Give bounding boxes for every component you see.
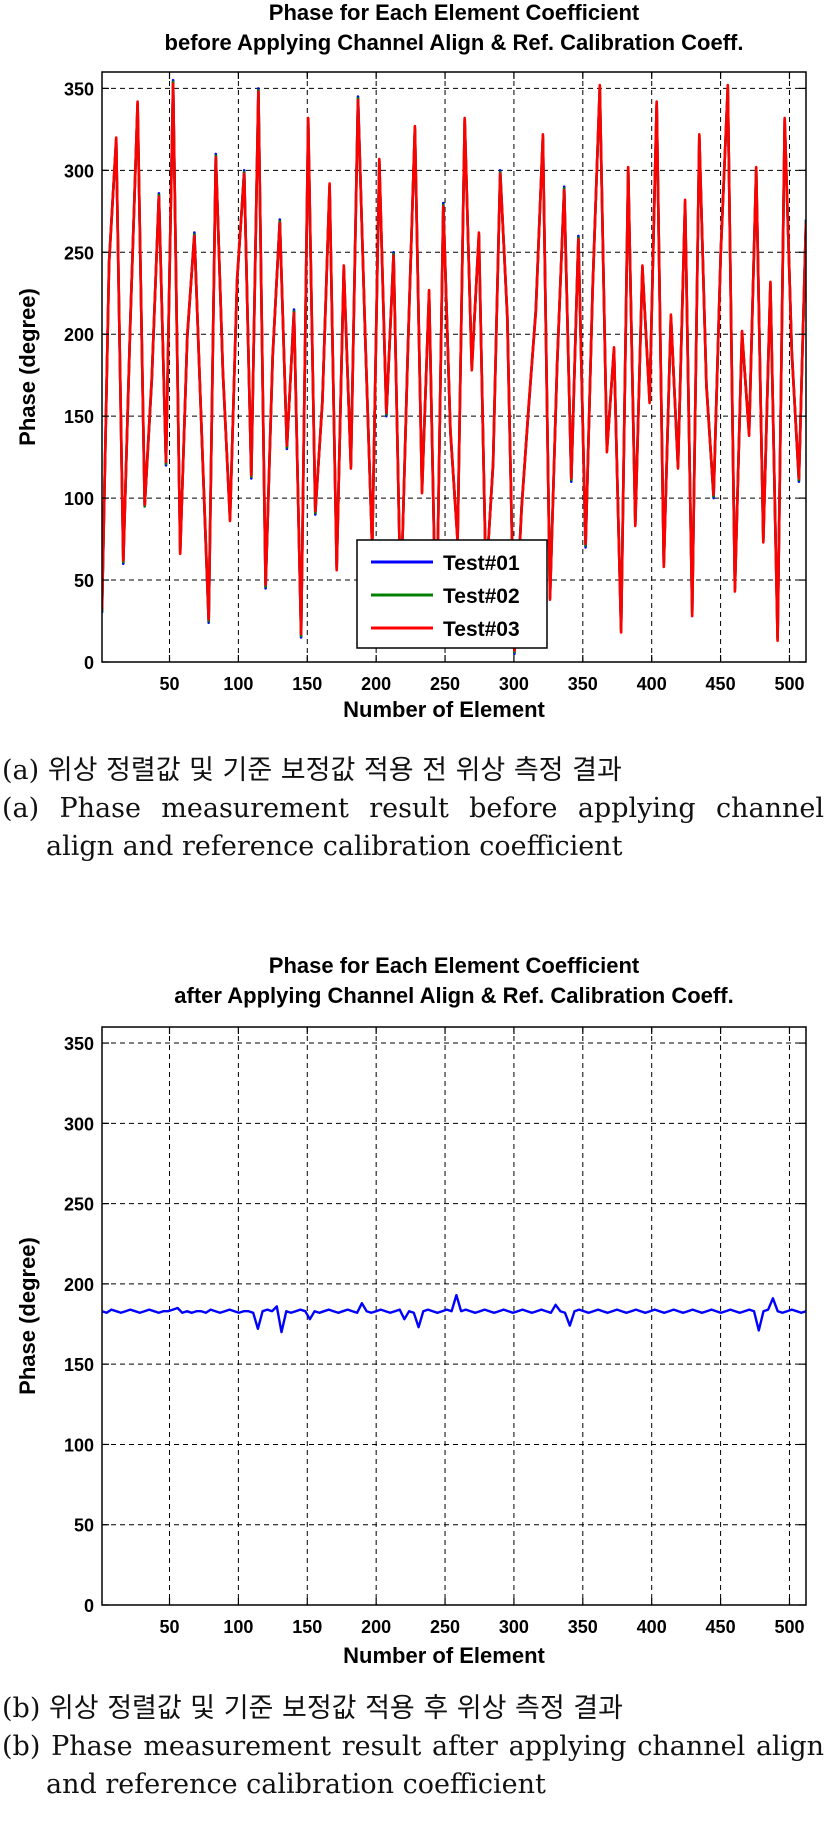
x-tick-label: 50 [159,674,179,694]
chart-title: Phase for Each Element Coefficient [269,953,640,978]
chart-title: Phase for Each Element Coefficient [269,0,640,25]
caption-b-english: (b) Phase measurement result after apply… [2,1731,824,1800]
x-tick-label: 200 [361,674,391,694]
x-tick-label: 300 [499,674,529,694]
y-tick-label: 350 [64,1034,94,1054]
plot-area [102,1027,806,1605]
y-axis-label: Phase (degree) [15,288,40,446]
y-tick-label: 250 [64,243,94,263]
legend: Test#01 Test#02 Test#03 [356,539,548,649]
caption-a-english: (a) Phase measurement result before appl… [2,793,824,862]
caption-b: (b) 위상 정렬값 및 기준 보정값 적용 후 위상 측정 결과 (b) Ph… [2,1690,824,1804]
chart-svg: Phase for Each Element Coefficient before… [15,0,807,722]
x-tick-label: 150 [292,1617,322,1637]
x-tick-label: 400 [637,674,667,694]
series-line-test-03 [102,82,806,652]
y-tick-label: 100 [64,1435,94,1455]
y-tick-label: 0 [84,1596,94,1616]
y-tick-label: 100 [64,489,94,509]
x-tick-label: 100 [223,1617,253,1637]
y-tick-label: 250 [64,1195,94,1215]
chart-after-calibration: Phase for Each Element Coefficient after … [0,935,827,1670]
x-axis-label: Number of Element [343,697,545,722]
y-tick-label: 200 [64,325,94,345]
y-axis-label: Phase (degree) [15,1237,40,1395]
x-tick-label: 50 [159,1617,179,1637]
y-tick-label: 300 [64,1114,94,1134]
chart-svg: Phase for Each Element Coefficient after … [15,953,807,1668]
x-tick-label: 450 [706,1617,736,1637]
caption-a: (a) 위상 정렬값 및 기준 보정값 적용 전 위상 측정 결과 (a) Ph… [2,752,824,866]
x-tick-label: 100 [223,674,253,694]
axes-frame [101,1026,807,1606]
chart-subtitle: after Applying Channel Align & Ref. Cali… [174,983,733,1008]
legend-label: Test#03 [443,618,520,641]
x-tick-label: 500 [774,674,804,694]
x-tick-label: 350 [568,1617,598,1637]
x-tick-label: 250 [430,674,460,694]
caption-b-korean: (b) 위상 정렬값 및 기준 보정값 적용 후 위상 측정 결과 [2,1693,623,1724]
y-tick-label: 0 [84,653,94,673]
y-tick-label: 200 [64,1275,94,1295]
y-tick-label: 350 [64,79,94,99]
x-tick-label: 400 [637,1617,667,1637]
x-axis-label: Number of Element [343,1643,545,1668]
x-tick-label: 350 [568,674,598,694]
legend-label: Test#02 [443,585,520,608]
y-tick-label: 50 [74,1516,94,1536]
series-line-1 [102,1293,806,1334]
chart-before-calibration: Phase for Each Element Coefficient before… [0,0,827,725]
chart-subtitle: before Applying Channel Align & Ref. Cal… [165,30,744,55]
y-tick-label: 150 [64,407,94,427]
caption-a-korean: (a) 위상 정렬값 및 기준 보정값 적용 전 위상 측정 결과 [2,755,622,786]
x-tick-label: 300 [499,1617,529,1637]
y-tick-label: 50 [74,571,94,591]
x-tick-label: 150 [292,674,322,694]
y-tick-label: 150 [64,1355,94,1375]
x-tick-label: 450 [706,674,736,694]
axes-frame [101,71,807,663]
x-tick-label: 500 [774,1617,804,1637]
y-tick-label: 300 [64,161,94,181]
legend-label: Test#01 [443,552,520,575]
x-tick-label: 250 [430,1617,460,1637]
x-tick-label: 200 [361,1617,391,1637]
